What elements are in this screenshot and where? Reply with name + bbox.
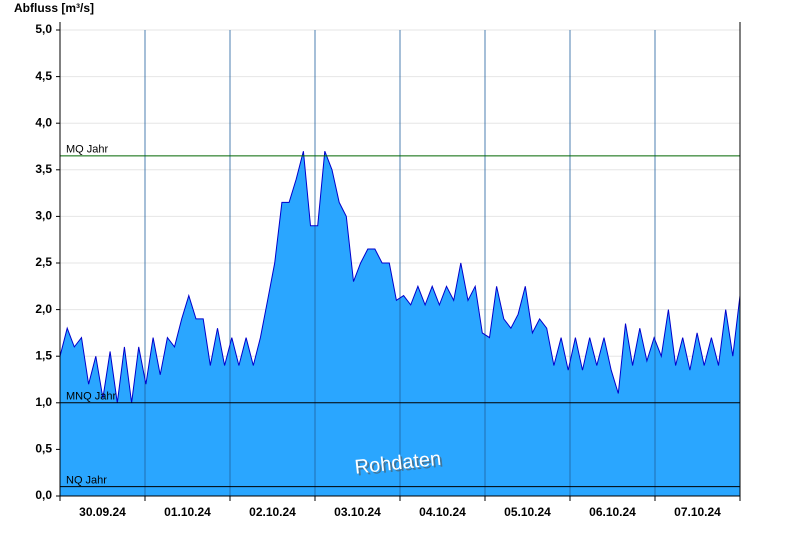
y-tick-label: 5,0 <box>35 22 52 36</box>
y-tick-label: 2,0 <box>35 302 52 316</box>
reference-label: NQ Jahr <box>66 475 107 487</box>
x-tick-label: 07.10.24 <box>674 505 721 519</box>
y-tick-label: 1,5 <box>35 348 52 362</box>
y-tick-label: 4,5 <box>35 69 52 83</box>
y-tick-label: 0,0 <box>35 488 52 502</box>
reference-label: MNQ Jahr <box>66 391 116 403</box>
y-tick-label: 1,0 <box>35 395 52 409</box>
reference-label: MQ Jahr <box>66 144 109 156</box>
x-tick-label: 02.10.24 <box>249 505 296 519</box>
y-tick-label: 3,0 <box>35 209 52 223</box>
x-tick-label: 04.10.24 <box>419 505 466 519</box>
x-tick-label: 06.10.24 <box>589 505 636 519</box>
x-tick-label: 05.10.24 <box>504 505 551 519</box>
x-tick-label: 30.09.24 <box>79 505 126 519</box>
y-tick-label: 3,5 <box>35 162 52 176</box>
y-tick-label: 2,5 <box>35 255 52 269</box>
y-tick-label: 0,5 <box>35 442 52 456</box>
x-tick-label: 01.10.24 <box>164 505 211 519</box>
y-axis-label: Abfluss [m³/s] <box>14 1 94 15</box>
x-tick-label: 03.10.24 <box>334 505 381 519</box>
y-tick-label: 4,0 <box>35 115 52 129</box>
area-line <box>59 151 741 403</box>
